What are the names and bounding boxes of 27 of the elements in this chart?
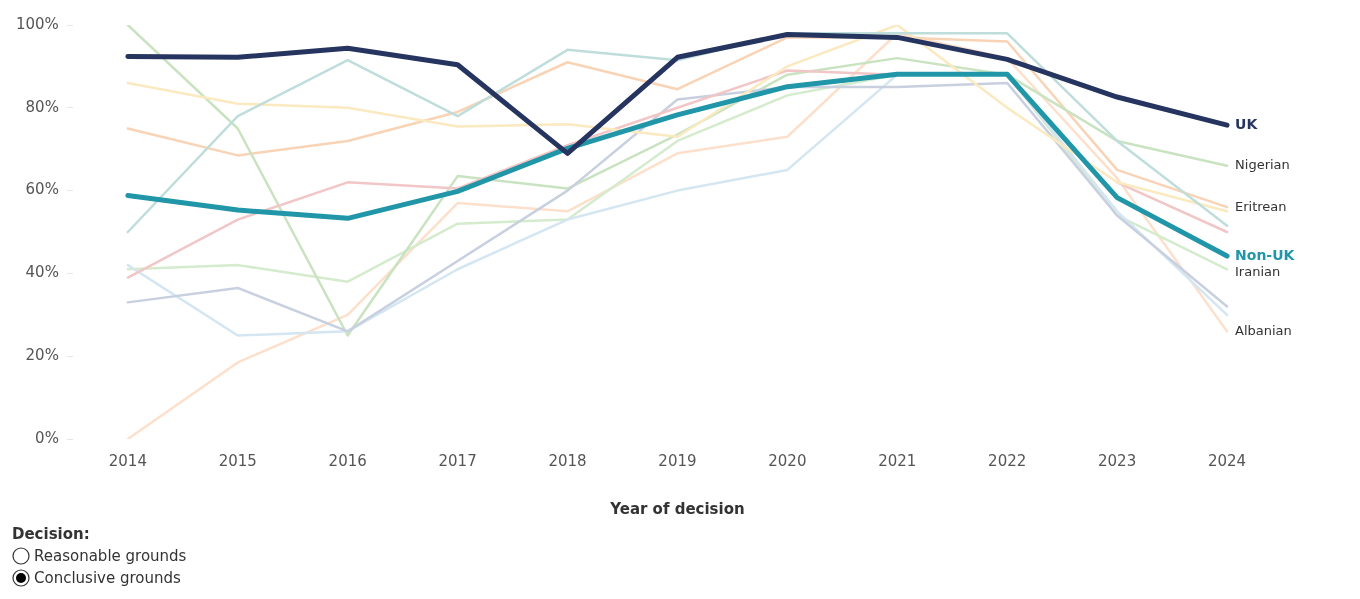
x-tick-label: 2023 <box>1098 451 1137 470</box>
y-tick-label: 80% <box>25 97 59 116</box>
x-tick-label: 2021 <box>878 451 917 470</box>
text: Reasonable grounds <box>34 547 187 565</box>
series-label: Nigerian <box>1235 157 1290 173</box>
x-tick-label: 2019 <box>658 451 697 470</box>
x-tick-label: 2017 <box>438 451 477 470</box>
series-label: Albanian <box>1235 322 1292 338</box>
x-axis-title: Year of decision <box>609 499 745 518</box>
x-tick-label: 2020 <box>768 451 807 470</box>
x-tick-label: 2024 <box>1207 451 1247 470</box>
y-tick-label: 20% <box>25 346 59 365</box>
y-tick-label: 0% <box>35 428 59 447</box>
y-tick-label: 100% <box>15 14 59 33</box>
x-tick-label: 2022 <box>988 451 1027 470</box>
series-label: Iranian <box>1235 264 1281 280</box>
text: Decision: <box>12 525 90 543</box>
x-tick-label: 2016 <box>328 451 367 470</box>
y-tick-label: 60% <box>25 180 59 199</box>
y-tick-label: 40% <box>25 263 59 282</box>
x-tick-label: 2018 <box>548 451 587 470</box>
series-label: UK <box>1235 115 1259 132</box>
series-label: Eritrean <box>1235 198 1287 214</box>
x-tick-label: 2014 <box>108 451 147 470</box>
text: Conclusive grounds <box>34 569 181 587</box>
series-label: Non-UK <box>1235 246 1296 263</box>
x-tick-label: 2015 <box>218 451 257 470</box>
